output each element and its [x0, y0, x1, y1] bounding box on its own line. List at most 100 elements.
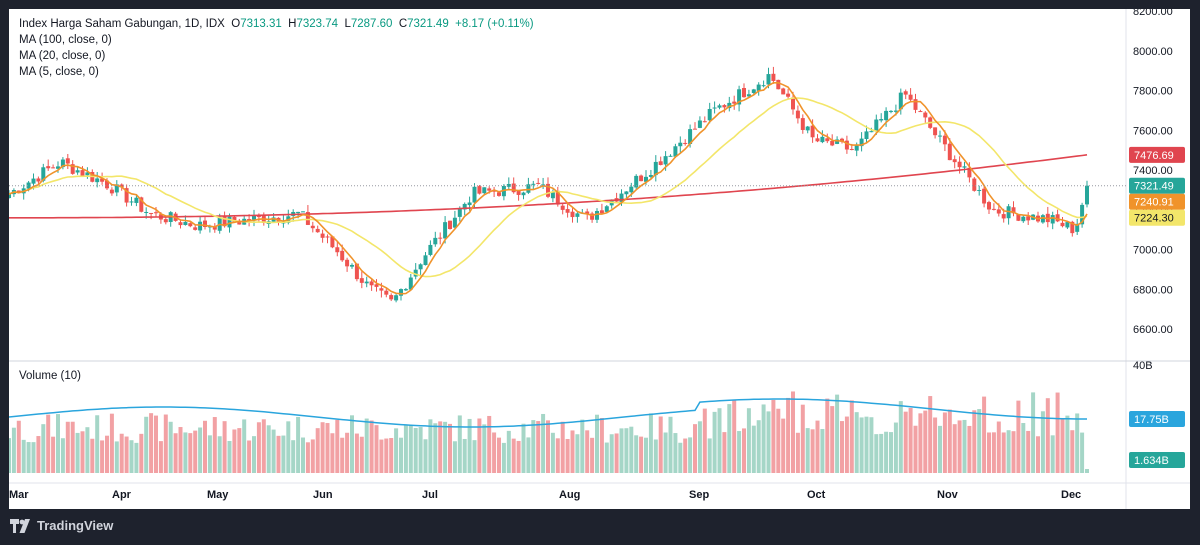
candle-body [771, 73, 776, 81]
volume-bar [1050, 435, 1055, 473]
candle-body [977, 189, 982, 191]
candle-body [193, 227, 198, 230]
volume-bar [1011, 431, 1016, 473]
price-tag-close [1129, 177, 1185, 194]
volume-bar [1080, 432, 1085, 473]
ma20-legend[interactable]: MA (20, close, 0) [19, 50, 106, 62]
candle-body [653, 161, 658, 176]
volume-bar [26, 442, 31, 473]
volume-bar [75, 432, 80, 473]
chart-canvas[interactable]: 6600.006800.007000.007200.007400.007600.… [9, 9, 1190, 509]
volume-bar [560, 421, 565, 473]
volume-bar [320, 422, 325, 473]
candle-body [898, 92, 903, 110]
candle-body [163, 219, 168, 223]
candle-body [60, 159, 65, 168]
candle-body [967, 167, 972, 178]
candle-body [688, 129, 693, 145]
volume-bar [163, 414, 168, 473]
volume-bar [595, 414, 599, 473]
symbol-title[interactable]: Index Harga Saham Gabungan, 1D, IDX [19, 18, 225, 30]
x-tick-label: May [207, 489, 229, 501]
candle-body [462, 203, 467, 210]
candle-body [212, 226, 217, 230]
volume-bar [727, 404, 732, 473]
volume-bar [95, 415, 100, 473]
candle-body [987, 202, 991, 210]
volume-bar [810, 429, 815, 473]
candle-body [1021, 216, 1026, 222]
candle-body [227, 216, 232, 228]
candle-body [1085, 185, 1089, 205]
candle-body [947, 143, 952, 161]
volume-bar [1070, 430, 1075, 473]
volume-bar [506, 430, 511, 473]
symbol-row[interactable]: Index Harga Saham Gabungan, 1D, IDX O731… [19, 16, 534, 32]
volume-bar [908, 407, 913, 473]
candle-body [889, 110, 893, 112]
price-tag-ma100 [1129, 146, 1185, 163]
volume-bar [923, 410, 928, 473]
volume-bar [448, 423, 452, 473]
volume-bar [771, 399, 776, 473]
candle-body [56, 166, 60, 169]
chart-frame[interactable]: 6600.006800.007000.007200.007400.007600.… [9, 9, 1190, 509]
volume-bar [854, 412, 859, 473]
volume-bar [31, 442, 36, 473]
volume-bar [658, 416, 663, 473]
candle-body [443, 222, 448, 239]
volume-bar [849, 400, 854, 473]
volume-bar [786, 397, 791, 473]
candle-body [815, 138, 820, 142]
candle-body [188, 223, 193, 227]
candle-body [810, 125, 815, 138]
volume-bar [433, 423, 438, 473]
candle-body [521, 192, 526, 196]
candle-body [957, 161, 962, 168]
candle-body [41, 167, 46, 181]
candle-body [310, 225, 315, 229]
candle-body [433, 237, 438, 245]
volume-bar [139, 433, 144, 473]
candle-body [109, 189, 114, 194]
candle-body [820, 136, 825, 143]
candle-body [658, 161, 663, 165]
volume-bar [962, 419, 967, 473]
candle-body [1075, 223, 1080, 232]
volume-bar [717, 408, 722, 473]
y-tick-label: 8200.00 [1133, 9, 1173, 18]
candle-body [492, 190, 497, 192]
volume-bar [134, 442, 139, 473]
volume-bar [972, 410, 977, 473]
volume-legend[interactable]: Volume (10) [19, 370, 82, 382]
candle-body [678, 142, 683, 147]
candle-body [982, 188, 987, 204]
volume-bar [384, 438, 389, 473]
candle-body [384, 290, 389, 295]
volume-bar [207, 435, 212, 473]
volume-bar [653, 439, 658, 473]
candle-body [629, 186, 634, 193]
candle-body [996, 209, 1001, 214]
volume-bar [374, 425, 379, 473]
candle-body [350, 264, 354, 267]
candle-body [923, 112, 928, 118]
footer-brand[interactable]: TradingView [10, 518, 113, 533]
candle-body [183, 221, 188, 226]
candle-body [913, 99, 918, 110]
volume-bar [761, 404, 766, 473]
ma100-legend[interactable]: MA (100, close, 0) [19, 34, 112, 46]
volume-bar [737, 431, 742, 473]
volume-bar [977, 409, 982, 473]
candle-body [75, 170, 80, 173]
x-tick-label: Dec [1061, 489, 1081, 501]
volume-bar [497, 437, 501, 473]
candle-body [541, 184, 546, 186]
ma5-legend[interactable]: MA (5, close, 0) [19, 66, 99, 78]
x-tick-label: Jul [422, 489, 438, 501]
price-pane [9, 66, 1089, 303]
volume-bar [511, 438, 516, 473]
volume-bar [913, 425, 918, 473]
close-value: 7321.49 [407, 18, 449, 30]
candle-body [399, 289, 403, 296]
